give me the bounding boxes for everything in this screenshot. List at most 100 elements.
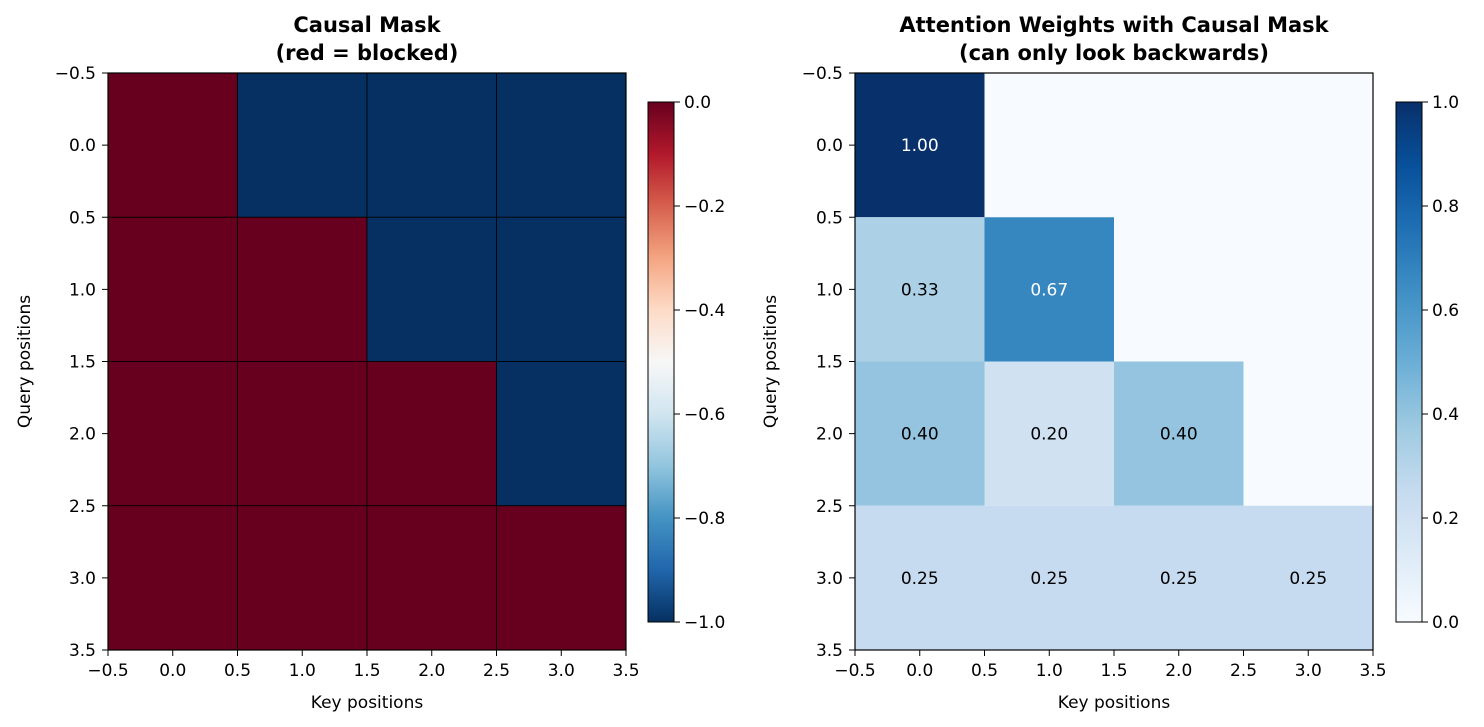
colorbar: [647, 101, 675, 623]
x-tick-label: 3.5: [612, 661, 639, 681]
colorbar: [1395, 101, 1423, 623]
x-tick-label: 2.5: [483, 661, 510, 681]
heatmap-cell: [366, 72, 497, 218]
x-tick-label: 3.5: [1359, 661, 1386, 681]
colorbar-tick-label: 0.0: [684, 93, 711, 113]
heatmap-cell: [1114, 505, 1244, 650]
heatmap-cell: [855, 73, 985, 218]
cell-label: 0.40: [901, 425, 939, 445]
colorbar-tick-label: 0.8: [1432, 197, 1459, 217]
x-tick-label: 1.0: [1036, 661, 1063, 681]
y-tick-label: 0.0: [816, 136, 843, 156]
heatmap-cell: [237, 505, 368, 651]
cell-label: 0.20: [1030, 425, 1068, 445]
y-tick-label: 1.0: [816, 280, 843, 300]
x-tick-label: 2.5: [1230, 661, 1257, 681]
y-tick-label: 2.5: [69, 497, 96, 517]
heatmap-cell: [496, 361, 627, 507]
heatmap-cell: [237, 216, 368, 362]
heatmap-cell: [984, 217, 1114, 362]
x-tick-label: 2.0: [418, 661, 445, 681]
cell-label: 0.33: [901, 280, 939, 300]
heatmap-cell: [1243, 505, 1373, 650]
heatmap-cell: [1243, 73, 1373, 218]
heatmap-cell: [496, 216, 627, 362]
chart-1: −0.5 0.0 0.5 1.0 1.5 2.0 2.5 3.0 3.5−0.50.00.51.…: [15, 13, 725, 713]
colorbar-tick-label: −0.4: [684, 301, 725, 321]
heatmap-cell: [366, 505, 497, 651]
heatmap-cell: [496, 72, 627, 218]
y-tick-label: 1.0: [69, 280, 96, 300]
heatmap-cell: [1243, 361, 1373, 506]
y-tick-label: 0.5: [816, 208, 843, 228]
cell-label: 1.00: [901, 136, 939, 156]
cell-label: 0.40: [1160, 425, 1198, 445]
x-tick-label: 1.0: [289, 661, 316, 681]
colorbar-tick-label: −0.6: [684, 405, 725, 425]
y-tick-label: 2.5: [816, 497, 843, 517]
heatmap-cell: [855, 505, 985, 650]
heatmap-cell: [107, 505, 238, 651]
heatmap-cell: [366, 216, 497, 362]
heatmap-cell: [107, 216, 238, 362]
x-tick-label: 0.5: [224, 661, 251, 681]
y-tick-label: 2.0: [69, 425, 96, 445]
colorbar-tick-label: 1.0: [1432, 93, 1459, 113]
y-axis-label: Query positions: [15, 295, 35, 428]
colorbar-tick-label: 0.2: [1432, 509, 1459, 529]
heatmap-cell: [1114, 217, 1244, 362]
x-tick-label: 3.0: [1295, 661, 1322, 681]
heatmap-cell: [855, 361, 985, 506]
colorbar-tick-label: 0.4: [1432, 405, 1459, 425]
heatmap-cell: [366, 361, 497, 507]
chart-subtitle: (can only look backwards): [959, 41, 1269, 65]
heatmap-cell: [107, 72, 238, 218]
y-tick-label: 1.5: [69, 353, 96, 373]
chart-title: Causal Mask: [293, 13, 441, 37]
heatmap-cell: [1114, 361, 1244, 506]
y-axis-label: Query positions: [761, 295, 781, 428]
heatmap-cell: [855, 217, 985, 362]
y-tick-label: 1.5: [816, 353, 843, 373]
y-tick-label: 3.5: [816, 641, 843, 661]
y-tick-label: −0.5: [55, 64, 96, 84]
y-tick-label: 2.0: [816, 425, 843, 445]
x-tick-label: 1.5: [353, 661, 380, 681]
heatmap-cell: [984, 73, 1114, 218]
heatmap-cell: [984, 361, 1114, 506]
cell-label: 0.25: [901, 569, 939, 589]
x-tick-label: −0.5: [87, 661, 128, 681]
heatmap-cell: [107, 361, 238, 507]
y-tick-label: 0.5: [69, 208, 96, 228]
x-tick-label: 3.0: [548, 661, 575, 681]
y-tick-label: 3.0: [816, 569, 843, 589]
heatmap-cell: [496, 505, 627, 651]
x-axis-label: Key positions: [1058, 693, 1171, 713]
colorbar-tick-label: −0.8: [684, 509, 725, 529]
colorbar-tick-label: −0.2: [684, 197, 725, 217]
x-tick-label: 0.0: [159, 661, 186, 681]
chart-subtitle: (red = blocked): [276, 41, 459, 65]
colorbar-tick-label: −1.0: [684, 613, 725, 633]
heatmap-cell: [237, 361, 368, 507]
colorbar-tick-label: 0.0: [1432, 613, 1459, 633]
cell-label: 0.25: [1289, 569, 1327, 589]
y-tick-label: 3.5: [69, 641, 96, 661]
x-tick-label: 2.0: [1165, 661, 1192, 681]
heatmap-cell: [1243, 217, 1373, 362]
y-tick-label: 3.0: [69, 569, 96, 589]
heatmap-cell: [984, 505, 1114, 650]
heatmap-cell: [237, 72, 368, 218]
x-axis-label: Key positions: [311, 693, 424, 713]
x-tick-label: −0.5: [834, 661, 875, 681]
cell-label: 0.67: [1030, 280, 1068, 300]
chart-2: 1.00 0.33 0.67 0.40 0.20 0.40 0.25 0.25 0.25 0.25…: [761, 13, 1459, 713]
colorbar-tick-label: 0.6: [1432, 301, 1459, 321]
y-tick-label: 0.0: [69, 136, 96, 156]
x-tick-label: 0.5: [971, 661, 998, 681]
cell-label: 0.25: [1030, 569, 1068, 589]
cell-label: 0.25: [1160, 569, 1198, 589]
chart-title: Attention Weights with Causal Mask: [899, 13, 1329, 37]
x-tick-label: 0.0: [906, 661, 933, 681]
